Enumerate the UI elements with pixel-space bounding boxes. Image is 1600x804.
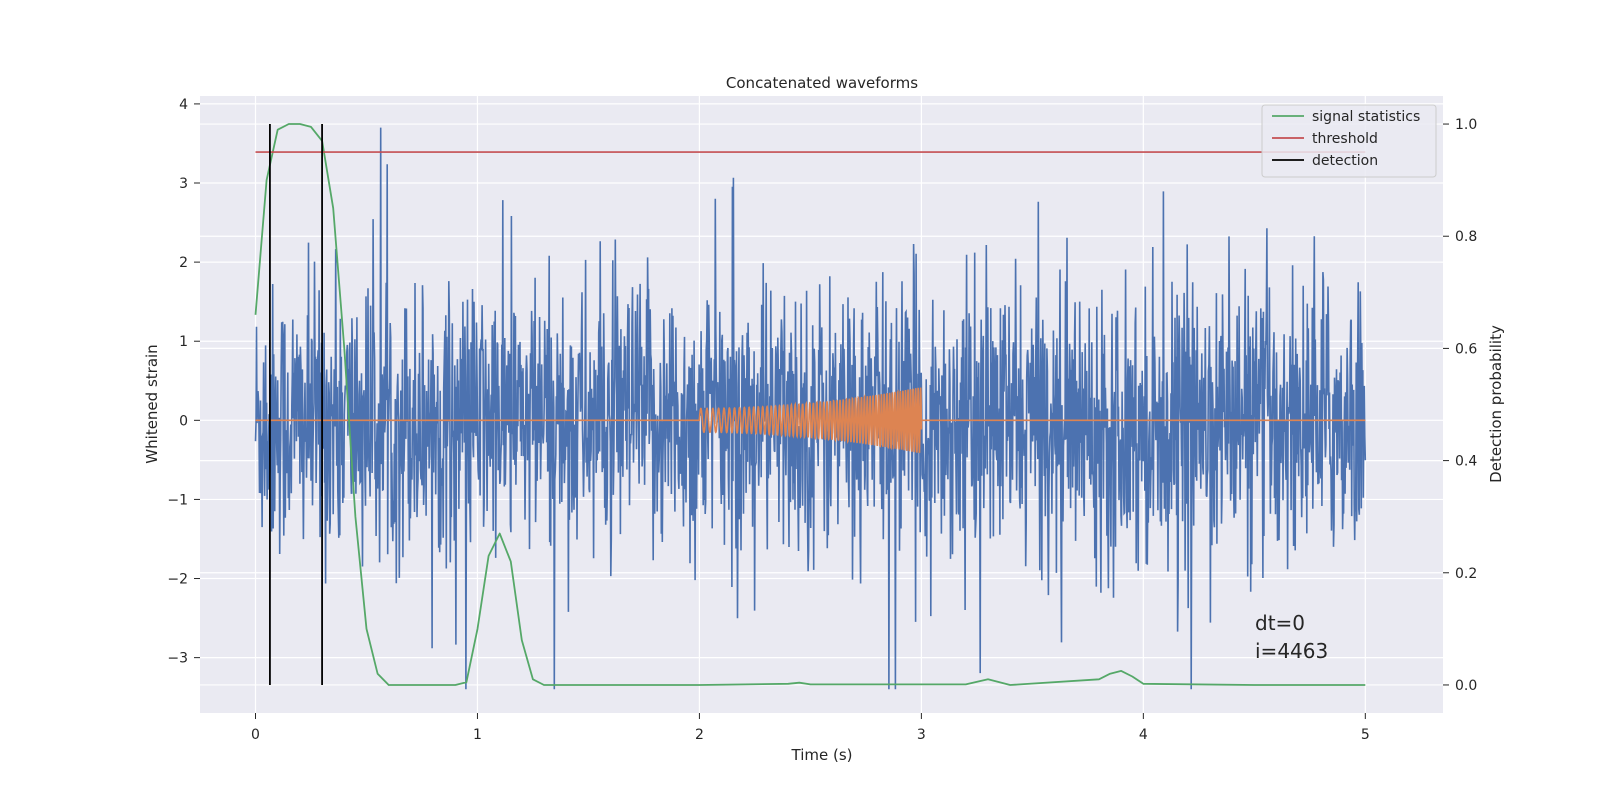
legend-label: signal statistics xyxy=(1312,109,1420,125)
y-tick-label: −2 xyxy=(167,572,188,588)
y2-tick-label: 0.4 xyxy=(1455,454,1477,470)
y2-tick-label: 0.6 xyxy=(1455,341,1477,357)
y-tick-label: 4 xyxy=(179,97,188,113)
y-tick-label: −1 xyxy=(167,492,188,508)
x-tick-label: 2 xyxy=(695,727,704,743)
x-axis-label: Time (s) xyxy=(791,746,853,764)
x-tick-label: 3 xyxy=(917,727,926,743)
series-injected-chirp xyxy=(255,387,1366,454)
y-tick-label: 3 xyxy=(179,176,188,192)
y2-axis-label: Detection probability xyxy=(1487,325,1505,483)
y2-tick-label: 0.0 xyxy=(1455,678,1477,694)
y-tick-label: 0 xyxy=(179,413,188,429)
y2-tick-label: 1.0 xyxy=(1455,117,1477,133)
x-tick-label: 4 xyxy=(1139,727,1148,743)
x-tick-label: 1 xyxy=(473,727,482,743)
y-tick-label: 1 xyxy=(179,334,188,350)
chart-title: Concatenated waveforms xyxy=(726,74,918,92)
legend-label: detection xyxy=(1312,153,1378,169)
y-tick-label: 2 xyxy=(179,255,188,271)
axes: 0 1 2 3 4 5 −3 −2 −1 0 1 2 3 4 0.0 0.2 0.4 0.6 0.8 1.0 xyxy=(167,97,1477,743)
annotation-index: i=4463 xyxy=(1255,639,1328,663)
annotation: dt=0 i=4463 xyxy=(1255,611,1328,663)
series-signal-statistics xyxy=(254,123,1366,686)
y-axis-label: Whitened strain xyxy=(143,344,161,463)
x-tick-label: 0 xyxy=(251,727,260,743)
y2-tick-label: 0.8 xyxy=(1455,229,1477,245)
legend-label: threshold xyxy=(1312,131,1378,147)
series-whitened-strain xyxy=(254,127,1367,690)
y-tick-label: −3 xyxy=(167,651,188,667)
y2-tick-label: 0.2 xyxy=(1455,566,1477,582)
legend-box xyxy=(1261,104,1437,178)
annotation-dt: dt=0 xyxy=(1255,611,1305,635)
x-tick-label: 5 xyxy=(1361,727,1370,743)
series-layer xyxy=(254,123,1367,690)
legend: signal statistics threshold detection xyxy=(1261,104,1437,178)
